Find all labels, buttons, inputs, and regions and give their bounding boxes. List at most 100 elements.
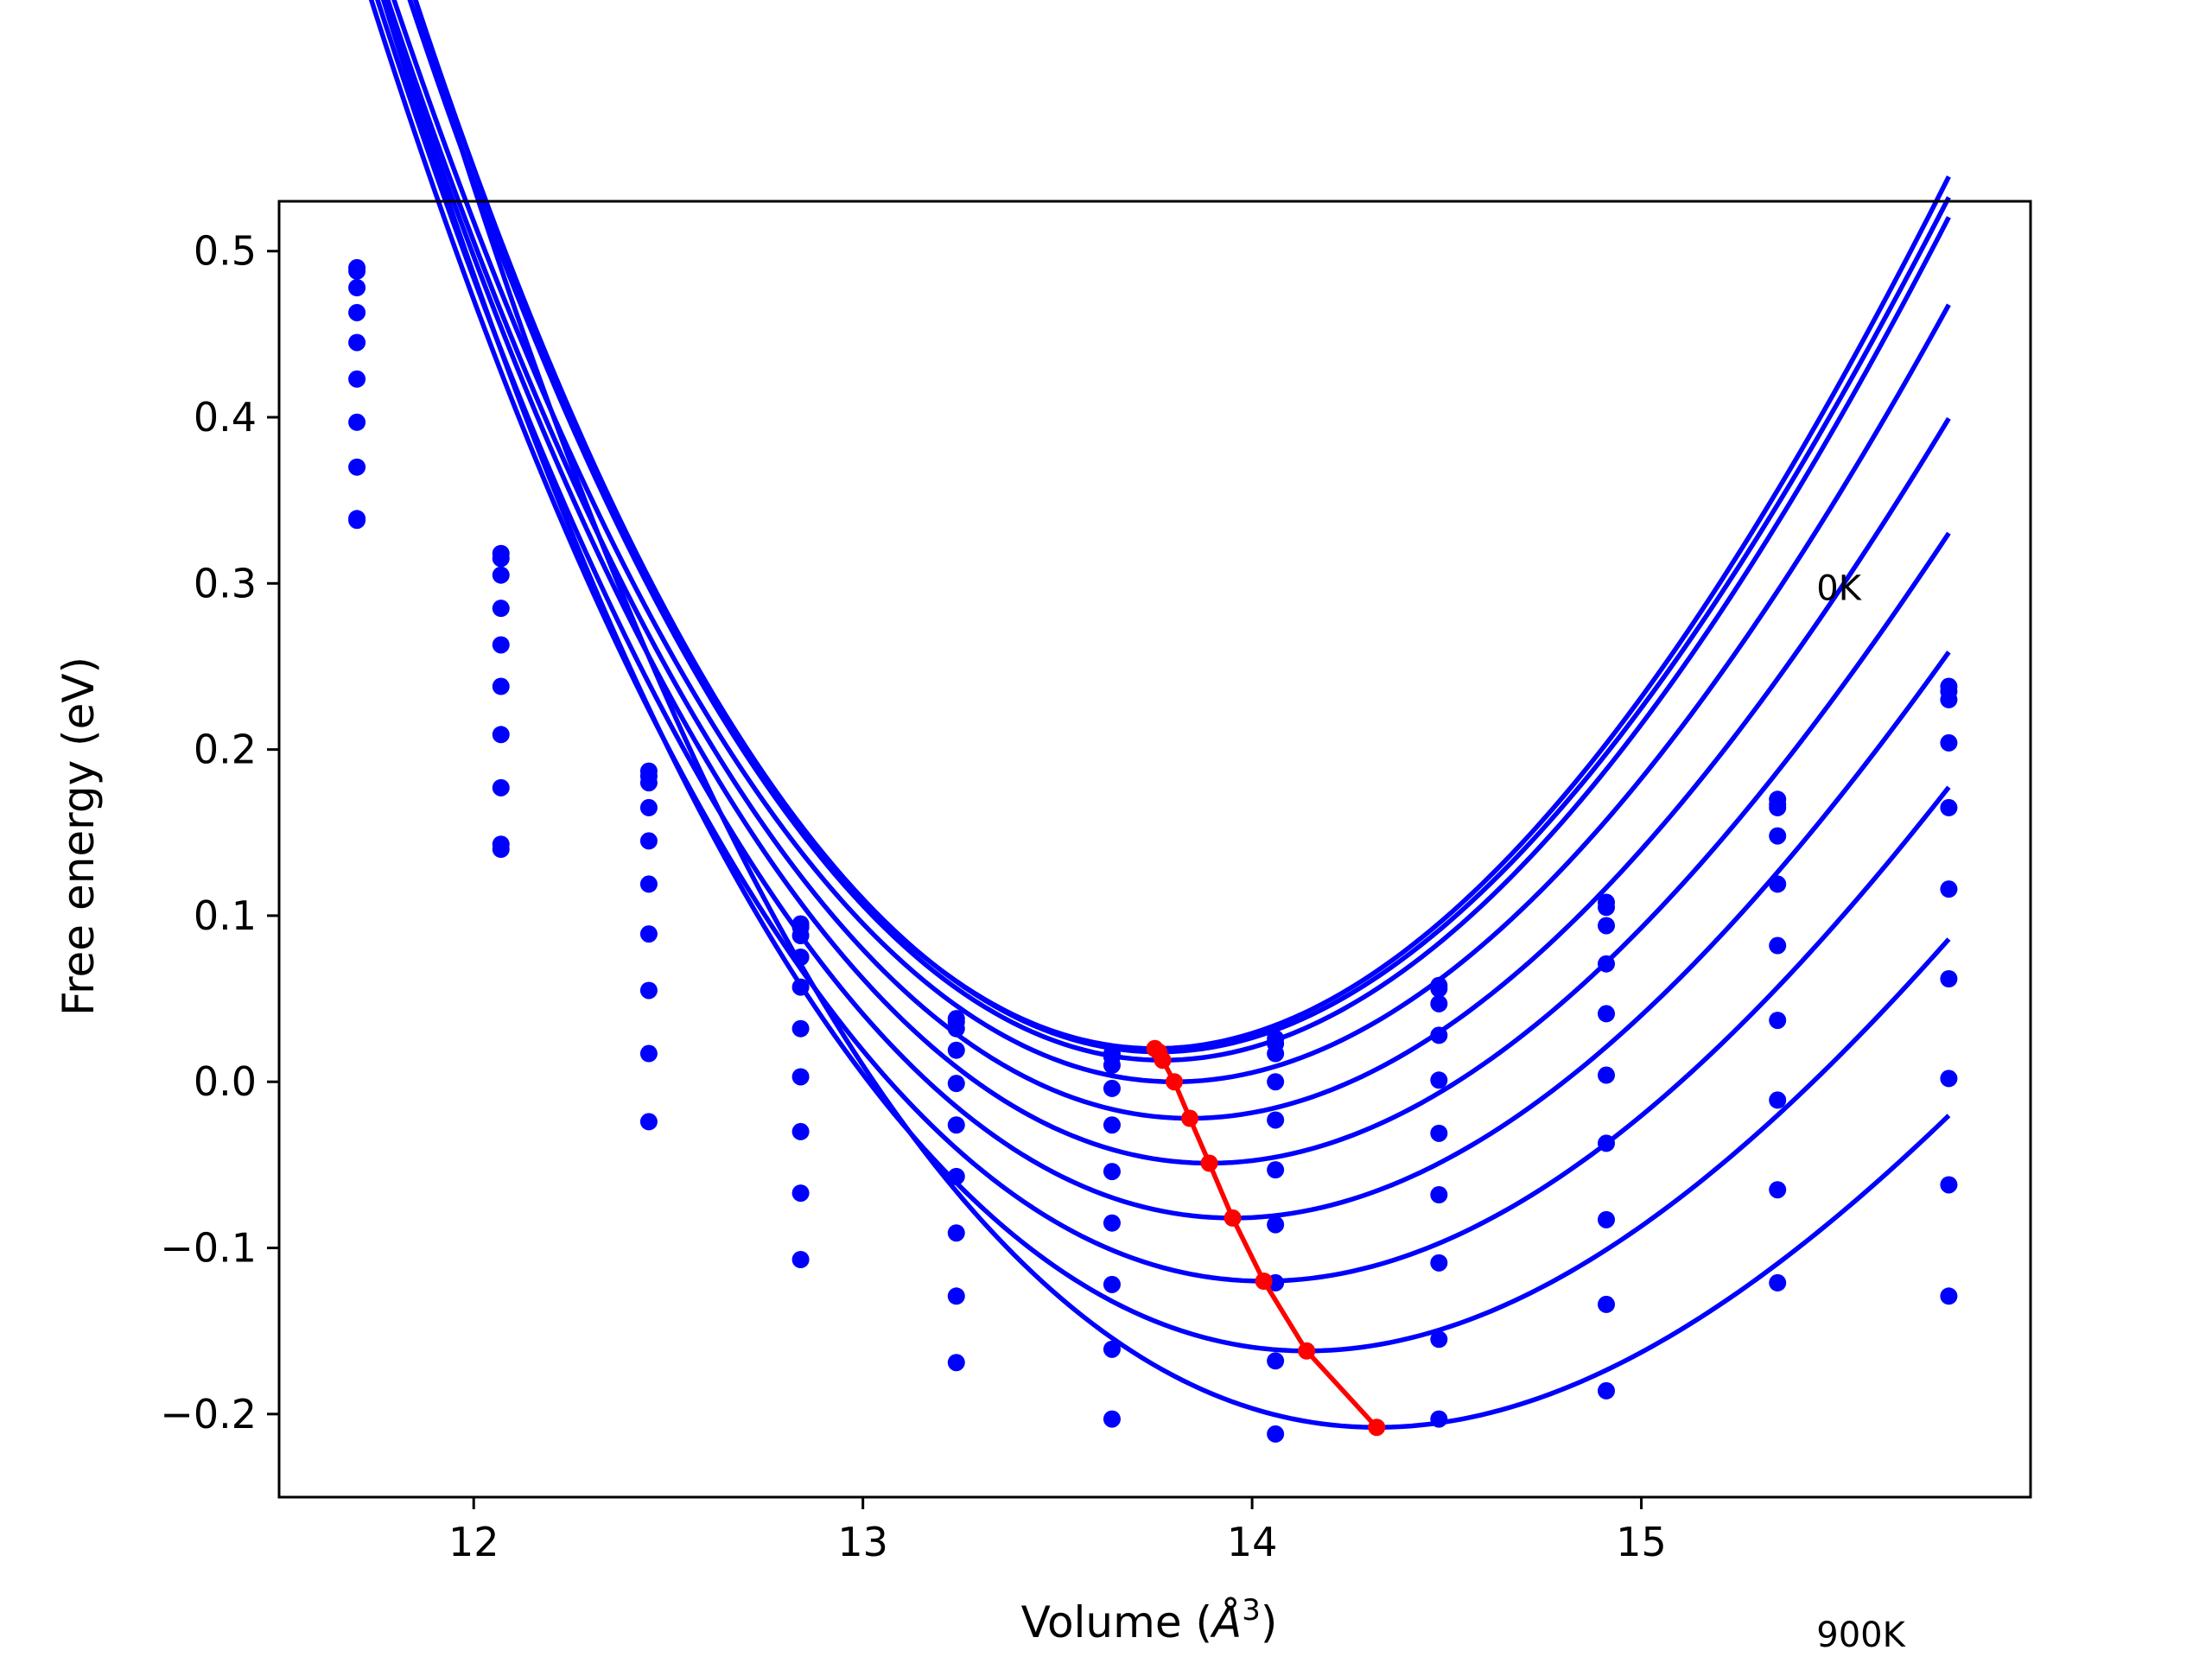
x-tick-label: 15 [1616, 1519, 1667, 1565]
data-point [1430, 994, 1448, 1012]
data-point [1267, 1111, 1285, 1129]
data-point [1103, 1340, 1121, 1358]
x-tick-label: 12 [448, 1519, 499, 1565]
data-point [1267, 1425, 1285, 1443]
data-point [791, 1184, 810, 1203]
annotations: 0K 900K [1816, 569, 1906, 1656]
x-tick-label: 14 [1227, 1519, 1278, 1565]
y-tick-label: 0.4 [194, 394, 257, 441]
axes-frame [277, 200, 2032, 1499]
data-point [947, 1287, 965, 1305]
data-point [639, 1113, 658, 1131]
data-point [1103, 1116, 1121, 1134]
data-point [947, 1075, 965, 1093]
temperature-annotation: 0K [1816, 569, 1862, 609]
y-axis-label: Free energy (eV) [54, 657, 104, 1016]
data-point [1769, 1091, 1787, 1109]
data-point [492, 549, 510, 568]
minimum-point [1181, 1109, 1199, 1127]
data-point [1940, 1176, 1958, 1194]
minimum-point [1200, 1154, 1218, 1172]
data-point [1598, 1295, 1616, 1313]
data-point [1103, 1057, 1121, 1074]
data-point [947, 1354, 965, 1372]
minimum-point [1298, 1342, 1316, 1360]
data-point [1769, 827, 1787, 845]
data-point [1769, 1012, 1787, 1030]
x-axis-label-unit: Å [1210, 1597, 1242, 1647]
fit-curve-9 [412, 0, 1951, 1430]
x-axis-label: Volume (Å3) [1021, 1593, 1278, 1647]
data-point [348, 511, 366, 530]
data-point [492, 778, 510, 797]
data-point [492, 841, 510, 858]
y-tick-label: 0.0 [194, 1058, 257, 1105]
data-point [492, 726, 510, 744]
data-point [1267, 1352, 1285, 1370]
data-point [1598, 898, 1616, 917]
data-point [1430, 1330, 1448, 1349]
data-point [1769, 1273, 1787, 1292]
data-point [1103, 1410, 1121, 1428]
x-axis-label-exponent: 3 [1242, 1593, 1261, 1628]
data-point [639, 925, 658, 943]
data-point [348, 303, 366, 321]
fit-curve-3 [391, 0, 1951, 1084]
y-tick-label: 0.3 [194, 560, 257, 606]
data-point [1430, 1186, 1448, 1203]
data-point [1598, 1005, 1616, 1023]
y-tick-label: 0.2 [194, 727, 257, 773]
minimum-point [1255, 1273, 1273, 1290]
data-point [1103, 1079, 1121, 1097]
data-point [791, 1068, 810, 1086]
data-point [947, 1116, 965, 1134]
data-point [1430, 1410, 1448, 1428]
data-point [639, 981, 658, 1000]
data-point [1267, 1161, 1285, 1179]
y-tick-label: 0.1 [194, 892, 257, 939]
data-point [791, 1019, 810, 1038]
data-point [1267, 1216, 1285, 1234]
data-point [348, 458, 366, 476]
data-point [791, 1251, 810, 1268]
data-point [1940, 690, 1958, 708]
minimum-point [1368, 1419, 1386, 1437]
data-point [1769, 798, 1787, 816]
fit-curve-6 [375, 0, 1951, 1221]
data-point [1940, 880, 1958, 898]
data-point [1430, 1254, 1448, 1272]
data-point [348, 370, 366, 388]
data-point [1769, 936, 1787, 955]
data-point [348, 333, 366, 352]
fit-curve-8 [380, 0, 1951, 1354]
data-point [492, 677, 510, 695]
data-point [1430, 1124, 1448, 1142]
x-tick-label: 13 [837, 1519, 888, 1565]
data-point [1769, 1181, 1787, 1199]
data-point [348, 258, 366, 276]
temperature-annotation: 900K [1816, 1615, 1906, 1655]
data-point [1940, 970, 1958, 987]
fit-curve-5 [381, 0, 1951, 1166]
data-point [639, 798, 658, 816]
data-point [1103, 1214, 1121, 1232]
y-tick-label: −0.2 [160, 1391, 257, 1438]
data-point [348, 413, 366, 431]
minimum-point [1166, 1073, 1184, 1091]
y-tick-label: 0.5 [194, 228, 257, 275]
data-point [1598, 1066, 1616, 1084]
data-point [1940, 733, 1958, 752]
minimum-point [1224, 1209, 1242, 1227]
data-point [1267, 1073, 1285, 1091]
data-point [348, 279, 366, 296]
data-point [947, 1224, 965, 1242]
data-point [492, 636, 510, 654]
data-point [791, 1122, 810, 1140]
data-point [639, 774, 658, 792]
data-point [639, 1044, 658, 1063]
minimum-point [1154, 1051, 1172, 1070]
x-axis-label-prefix: Volume ( [1021, 1597, 1212, 1647]
data-point [1940, 1070, 1958, 1088]
